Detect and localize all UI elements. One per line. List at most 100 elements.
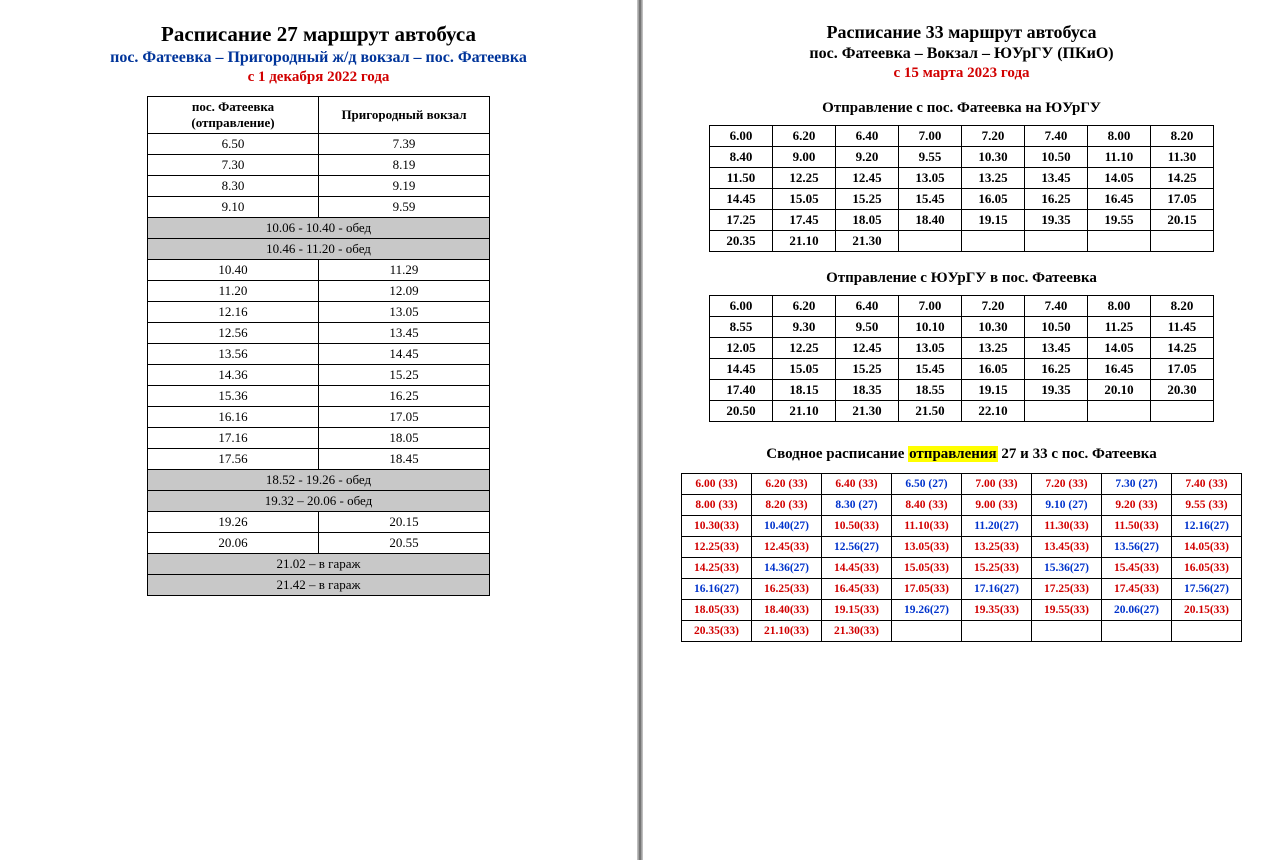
time-cell: 16.45: [1088, 359, 1151, 380]
arrival-cell: 9.59: [319, 197, 490, 218]
route27-col1-header: пос. Фатеевка (отправление): [148, 97, 319, 134]
time-cell: 13.45: [1025, 338, 1088, 359]
combined-cell-33: 14.25(33): [682, 558, 752, 579]
combined-cell-33: 15.45(33): [1102, 558, 1172, 579]
combined-cell-27: 10.40(27): [752, 516, 822, 537]
time-cell: 18.05: [836, 210, 899, 231]
table-row: 6.006.206.407.007.207.408.008.20: [710, 296, 1214, 317]
departure-cell: 16.16: [148, 407, 319, 428]
arrival-cell: 15.25: [319, 365, 490, 386]
empty-cell: [1172, 621, 1242, 642]
time-cell: 14.45: [710, 189, 773, 210]
time-cell: 18.15: [773, 380, 836, 401]
combined-cell-33: 9.20 (33): [1102, 495, 1172, 516]
combined-cell-27: 19.26(27): [892, 600, 962, 621]
combined-cell-27: 13.56(27): [1102, 537, 1172, 558]
combined-cell-33: 9.00 (33): [962, 495, 1032, 516]
combined-cell-33: 15.25(33): [962, 558, 1032, 579]
time-cell: 21.30: [836, 231, 899, 252]
combined-cell-27: 8.30 (27): [822, 495, 892, 516]
time-cell: 8.00: [1088, 296, 1151, 317]
combined-cell-33: 21.30(33): [822, 621, 892, 642]
table-row: 12.0512.2512.4513.0513.2513.4514.0514.25: [710, 338, 1214, 359]
time-cell: 20.10: [1088, 380, 1151, 401]
route33-back-heading: Отправление с ЮУрГУ в пос. Фатеевка: [673, 270, 1250, 287]
departure-cell: 15.36: [148, 386, 319, 407]
table-row: 21.02 – в гараж: [148, 554, 490, 575]
combined-cell-33: 16.05(33): [1172, 558, 1242, 579]
time-cell: 16.45: [1088, 189, 1151, 210]
break-cell: 18.52 - 19.26 - обед: [148, 470, 490, 491]
combined-cell-27: 9.10 (27): [1032, 495, 1102, 516]
combined-cell-33: 13.25(33): [962, 537, 1032, 558]
route33-subtitle: пос. Фатеевка – Вокзал – ЮУрГУ (ПКиО): [673, 45, 1250, 63]
time-cell: 8.20: [1151, 126, 1214, 147]
arrival-cell: 13.05: [319, 302, 490, 323]
route-33-panel: Расписание 33 маршрут автобуса пос. Фате…: [643, 0, 1280, 860]
time-cell: 17.05: [1151, 359, 1214, 380]
combined-cell-33: 13.05(33): [892, 537, 962, 558]
arrival-cell: 17.05: [319, 407, 490, 428]
combined-cell-33: 9.55 (33): [1172, 495, 1242, 516]
combined-cell-33: 17.25(33): [1032, 579, 1102, 600]
time-cell: 14.25: [1151, 338, 1214, 359]
combined-cell-27: 6.50 (27): [892, 474, 962, 495]
departure-cell: 14.36: [148, 365, 319, 386]
time-cell: 14.25: [1151, 168, 1214, 189]
time-cell: 13.25: [962, 168, 1025, 189]
time-cell: 9.55: [899, 147, 962, 168]
table-row: 8.309.19: [148, 176, 490, 197]
departure-cell: 12.16: [148, 302, 319, 323]
time-cell: 12.05: [710, 338, 773, 359]
time-cell: 12.25: [773, 168, 836, 189]
table-row: 17.4018.1518.3518.5519.1519.3520.1020.30: [710, 380, 1214, 401]
table-row: 10.30(33)10.40(27)10.50(33)11.10(33)11.2…: [682, 516, 1242, 537]
combined-cell-33: 11.10(33): [892, 516, 962, 537]
combined-cell-27: 17.16(27): [962, 579, 1032, 600]
time-cell: 16.25: [1025, 359, 1088, 380]
time-cell: 7.00: [899, 126, 962, 147]
time-cell: 12.25: [773, 338, 836, 359]
time-cell: 13.45: [1025, 168, 1088, 189]
arrival-cell: 14.45: [319, 344, 490, 365]
combined-cell-33: 10.30(33): [682, 516, 752, 537]
arrival-cell: 7.39: [319, 134, 490, 155]
empty-cell: [1025, 231, 1088, 252]
time-cell: 7.40: [1025, 126, 1088, 147]
arrival-cell: 8.19: [319, 155, 490, 176]
time-cell: 17.45: [773, 210, 836, 231]
combined-cell-33: 20.35(33): [682, 621, 752, 642]
time-cell: 11.30: [1151, 147, 1214, 168]
combined-cell-33: 7.40 (33): [1172, 474, 1242, 495]
time-cell: 19.15: [962, 210, 1025, 231]
time-cell: 10.30: [962, 317, 1025, 338]
combined-cell-33: 7.20 (33): [1032, 474, 1102, 495]
time-cell: 6.20: [773, 126, 836, 147]
route33-out-heading: Отправление с пос. Фатеевка на ЮУрГУ: [673, 100, 1250, 117]
combined-cell-33: 14.45(33): [822, 558, 892, 579]
time-cell: 14.05: [1088, 168, 1151, 189]
arrival-cell: 20.55: [319, 533, 490, 554]
time-cell: 8.20: [1151, 296, 1214, 317]
table-row: 7.308.19: [148, 155, 490, 176]
time-cell: 6.40: [836, 296, 899, 317]
time-cell: 20.50: [710, 401, 773, 422]
route27-title: Расписание 27 маршрут автобуса: [30, 22, 607, 47]
empty-cell: [962, 621, 1032, 642]
time-cell: 11.50: [710, 168, 773, 189]
time-cell: 21.10: [773, 231, 836, 252]
time-cell: 10.30: [962, 147, 1025, 168]
combined-cell-33: 18.40(33): [752, 600, 822, 621]
table-row: 6.507.39: [148, 134, 490, 155]
combined-cell-33: 21.10(33): [752, 621, 822, 642]
table-row: 21.42 – в гараж: [148, 575, 490, 596]
combined-cell-27: 7.30 (27): [1102, 474, 1172, 495]
table-row: 13.5614.45: [148, 344, 490, 365]
time-cell: 20.35: [710, 231, 773, 252]
time-cell: 8.40: [710, 147, 773, 168]
combined-cell-27: 16.16(27): [682, 579, 752, 600]
table-row: 20.0620.55: [148, 533, 490, 554]
time-cell: 10.10: [899, 317, 962, 338]
combined-cell-27: 11.20(27): [962, 516, 1032, 537]
table-row: 20.5021.1021.3021.5022.10: [710, 401, 1214, 422]
